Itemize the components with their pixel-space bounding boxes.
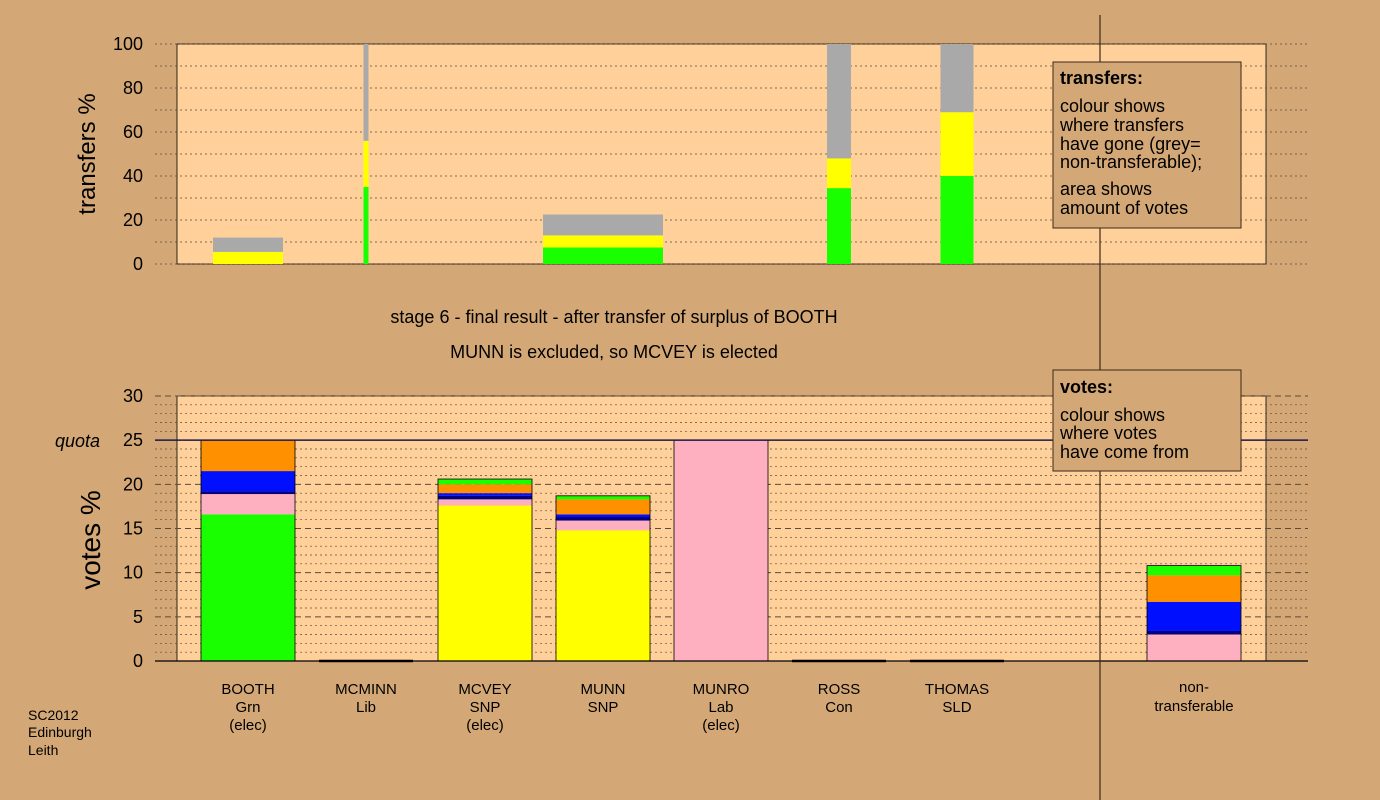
transfers-legend-line: non-transferable); [1060, 152, 1202, 172]
transfers-tick-label: 20 [123, 210, 143, 230]
candidate-label-ross: Con [825, 699, 853, 716]
votes-legend-line: colour shows [1060, 405, 1165, 425]
candidate-label-booth: Grn [235, 699, 260, 716]
candidate-label-mcvey: MCVEY [458, 681, 511, 698]
transfers-legend-line: area shows [1060, 179, 1152, 199]
candidate-label-munro: Lab [708, 699, 733, 716]
vote-segment-mcvey-navy [438, 495, 532, 500]
transfer-segment-ross-grey [827, 44, 851, 159]
vote-segment-booth-orange [201, 440, 295, 472]
credit-line-2: Edinburgh [28, 724, 92, 740]
transfer-segment-booth-yellow [213, 251, 283, 264]
candidate-label-munro: MUNRO [693, 681, 750, 698]
votes-legend-line: where votes [1059, 423, 1157, 443]
transfer-segment-thomas-green [940, 176, 974, 264]
vote-segment-munn-navy [556, 517, 650, 521]
candidate-label-munn: MUNN [581, 681, 626, 698]
candidate-label-booth: (elec) [229, 717, 267, 734]
transfer-segment-munn-green [543, 247, 663, 264]
candidate-label-mcvey: SNP [470, 699, 501, 716]
transfers-legend-line: where transfers [1059, 115, 1184, 135]
stage-subtitle: MUNN is excluded, so MCVEY is elected [450, 342, 778, 362]
credit-line-1: SC2012 [28, 707, 79, 723]
vote-segment-non-transferable-green [1147, 565, 1241, 576]
transfer-segment-mcminn-yellow [363, 140, 369, 187]
candidate-label-munro: (elec) [702, 717, 740, 734]
transfers-legend-line: amount of votes [1060, 198, 1188, 218]
vote-segment-booth-pink [201, 494, 295, 515]
nontransferable-label: transferable [1154, 698, 1233, 715]
candidate-label-mcminn: Lib [356, 699, 376, 716]
vote-segment-mcvey-yellow [438, 505, 532, 661]
vote-segment-munn-blue [556, 514, 650, 518]
vote-segment-munn-orange [556, 499, 650, 515]
transfer-segment-ross-yellow [827, 158, 851, 189]
vote-segment-mcvey-pink [438, 499, 532, 506]
stage-title: stage 6 - final result - after transfer … [390, 307, 837, 327]
vote-segment-munn-green [556, 495, 650, 500]
transfers-legend-line: have gone (grey= [1060, 134, 1201, 154]
vote-segment-mcvey-blue [438, 493, 532, 496]
candidate-label-thomas: SLD [942, 699, 971, 716]
candidate-label-mcvey: (elec) [466, 717, 504, 734]
transfers-tick-label: 0 [133, 254, 143, 274]
vote-segment-non-transferable-orange [1147, 575, 1241, 602]
votes-tick-label: 25 [123, 430, 143, 450]
transfers-tick-label: 80 [123, 78, 143, 98]
candidate-labels: BOOTHGrn(elec)MCMINNLibMCVEYSNP(elec)MUN… [221, 679, 1233, 734]
votes-legend-title: votes: [1060, 377, 1113, 397]
candidate-label-ross: ROSS [818, 681, 861, 698]
votes-tick-label: 15 [123, 519, 143, 539]
transfer-segment-thomas-yellow [940, 112, 974, 176]
transfer-segment-munn-yellow [543, 235, 663, 248]
transfer-segment-mcminn-grey [363, 44, 369, 141]
vote-segment-mcvey-green [438, 479, 532, 485]
votes-tick-label: 10 [123, 563, 143, 583]
transfers-tick-label: 40 [123, 166, 143, 186]
credit-line-3: Leith [28, 742, 58, 758]
vote-segment-mcvey-orange [438, 484, 532, 494]
transfer-segment-thomas-grey [940, 44, 974, 113]
transfers-legend-title: transfers: [1060, 68, 1143, 88]
vote-segment-munn-yellow [556, 530, 650, 661]
vote-segment-booth-navy [201, 491, 295, 495]
vote-segment-munro-pink [674, 440, 768, 661]
votes-y-axis-label: votes % [75, 490, 106, 590]
candidate-label-mcminn: MCMINN [335, 681, 397, 698]
vote-segment-munn-pink [556, 520, 650, 531]
vote-segment-non-transferable-pink [1147, 634, 1241, 661]
transfer-segment-ross-green [827, 188, 851, 264]
candidate-label-booth: BOOTH [221, 681, 274, 698]
transfers-tick-label: 60 [123, 122, 143, 142]
transfer-segment-munn-grey [543, 214, 663, 236]
transfers-y-axis-label: transfers % [74, 93, 101, 214]
vote-segment-booth-blue [201, 471, 295, 492]
credit-block: SC2012 Edinburgh Leith [28, 707, 92, 758]
vote-segment-non-transferable-navy [1147, 630, 1241, 635]
votes-tick-label: 30 [123, 386, 143, 406]
candidate-label-thomas: THOMAS [925, 681, 989, 698]
candidate-label-munn: SNP [588, 699, 619, 716]
nontransferable-label: non- [1179, 679, 1209, 696]
transfers-tick-label: 100 [113, 34, 143, 54]
votes-panel: 0 5 10 15 20 25 30 quota votes % [55, 386, 1308, 671]
votes-tick-label: 0 [133, 651, 143, 671]
votes-legend-line: have come from [1060, 442, 1189, 462]
votes-tick-label: 20 [123, 474, 143, 494]
vote-segment-booth-green [201, 514, 295, 661]
vote-segment-non-transferable-blue [1147, 601, 1241, 631]
transfers-legend-line: colour shows [1060, 96, 1165, 116]
transfer-segment-mcminn-green [363, 187, 369, 264]
transfer-segment-booth-grey [213, 237, 283, 252]
quota-label: quota [55, 431, 100, 451]
votes-tick-label: 5 [133, 607, 143, 627]
